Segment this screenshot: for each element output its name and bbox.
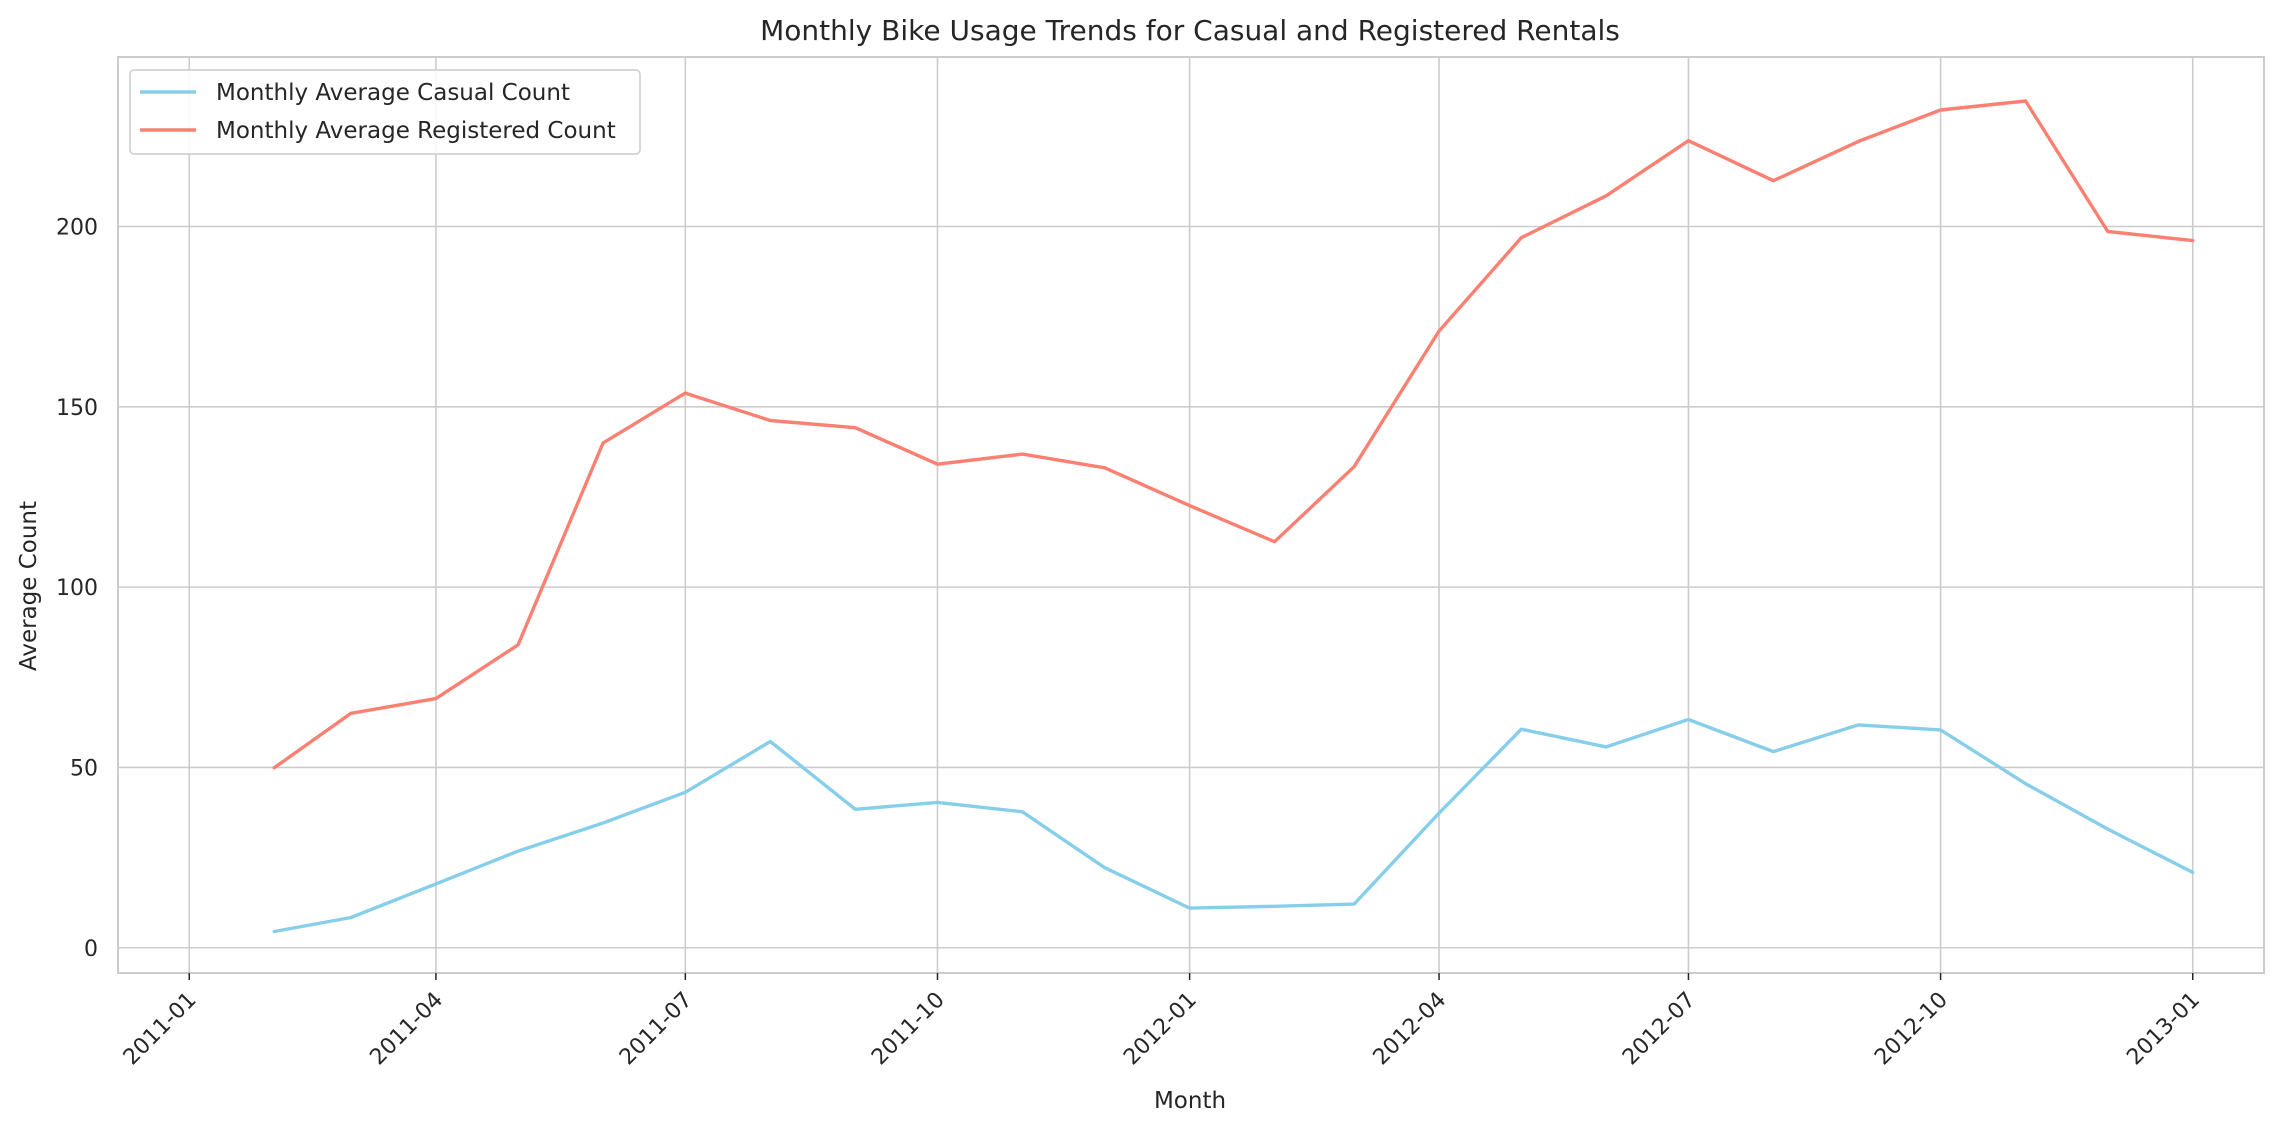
legend: Monthly Average Casual Count Monthly Aver… — [129, 69, 641, 155]
x-axis-title: Month — [1154, 1088, 1226, 1114]
legend-label: Monthly Average Registered Count — [216, 118, 616, 144]
y-axis-title: Average Count — [16, 501, 42, 671]
series-line — [272, 717, 2195, 934]
y-tick-label: 150 — [56, 396, 98, 421]
legend-label: Monthly Average Casual Count — [216, 80, 570, 106]
y-tick-label: 0 — [84, 937, 98, 962]
y-tick-label: 100 — [56, 576, 98, 601]
grid — [118, 57, 2264, 973]
series-layer — [272, 99, 2195, 934]
y-tick-label: 50 — [70, 756, 98, 781]
y-tick-label: 200 — [56, 215, 98, 240]
legend-box — [129, 69, 641, 155]
series-line — [272, 99, 2195, 770]
y-axis: 0 50 100 150 200 — [56, 215, 98, 961]
chart-title: Monthly Bike Usage Trends for Casual and… — [760, 14, 1620, 47]
plot-frame — [117, 56, 2265, 974]
